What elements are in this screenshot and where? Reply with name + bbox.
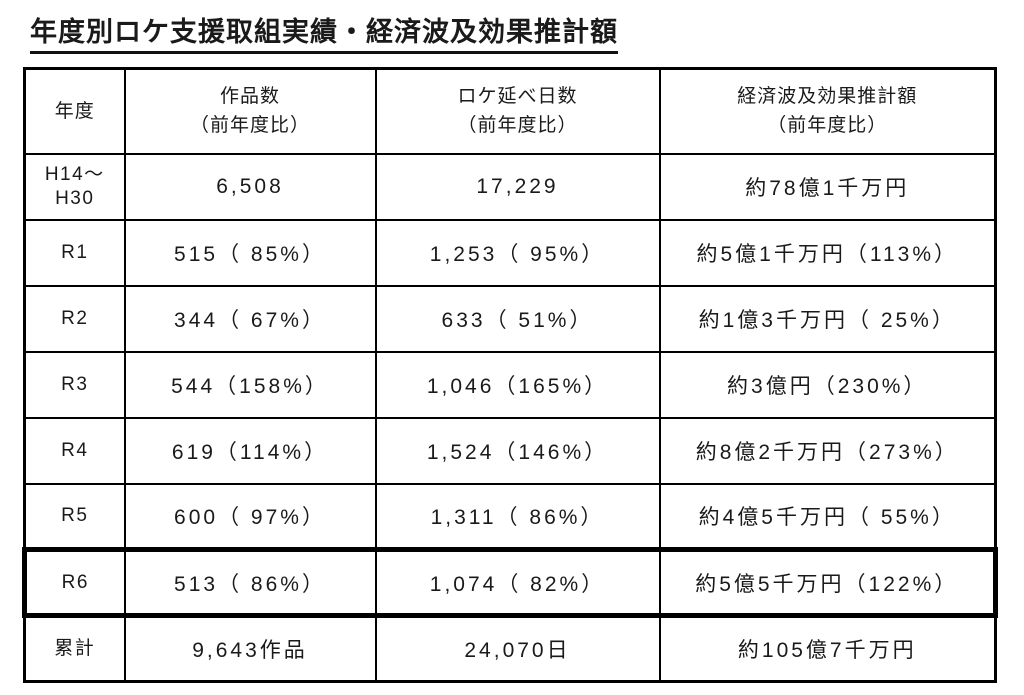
economic-cell: 約4億5千万円（ 55%） <box>658 482 997 551</box>
economic-cell: 約8億2千万円（273%） <box>658 416 997 485</box>
works-cell: 344（ 67%） <box>123 284 377 353</box>
economic-cell: 約5億5千万円（122%） <box>658 547 998 618</box>
header-cell-year: 年度 <box>23 67 126 155</box>
days-cell: 1,524（146%） <box>374 416 661 485</box>
year-cell: R6 <box>22 547 126 618</box>
year-cell: R3 <box>23 350 126 419</box>
header-cell-economic-effect: 経済波及効果推計額 （前年度比） <box>658 67 997 155</box>
works-cell: 619（114%） <box>123 416 377 485</box>
days-cell: 633（ 51%） <box>374 284 661 353</box>
days-cell: 1,311（ 86%） <box>374 482 661 551</box>
table-row-total: 累計 9,643作品 24,070日 約105億7千万円 <box>23 614 997 683</box>
economic-cell: 約78億1千万円 <box>658 152 997 221</box>
table-row-r4: R4 619（114%） 1,524（146%） 約8億2千万円（273%） <box>23 416 997 485</box>
days-cell: 17,229 <box>374 152 661 221</box>
economic-cell: 約3億円（230%） <box>658 350 997 419</box>
table-row-r2: R2 344（ 67%） 633（ 51%） 約1億3千万円（ 25%） <box>23 284 997 353</box>
table-row-h14-h30: H14～ H30 6,508 17,229 約78億1千万円 <box>23 152 997 221</box>
economic-cell: 約105億7千万円 <box>658 614 997 683</box>
page-title: 年度別ロケ支援取組実績・経済波及効果推計額 <box>30 10 618 54</box>
table-row-r6-highlighted: R6 513（ 86%） 1,074（ 82%） 約5億5千万円（122%） <box>22 547 998 618</box>
year-cell: H14～ H30 <box>23 152 126 221</box>
days-cell: 1,074（ 82%） <box>374 547 661 618</box>
days-cell: 1,046（165%） <box>374 350 661 419</box>
days-cell: 24,070日 <box>374 614 661 683</box>
works-cell: 544（158%） <box>123 350 377 419</box>
economic-cell: 約1億3千万円（ 25%） <box>658 284 997 353</box>
works-cell: 513（ 86%） <box>123 547 377 618</box>
page-title-text: 年度別ロケ支援取組実績・経済波及効果推計額 <box>30 10 618 54</box>
table-row-r3: R3 544（158%） 1,046（165%） 約3億円（230%） <box>23 350 997 419</box>
table-row-r1: R1 515（ 85%） 1,253（ 95%） 約5億1千万円（113%） <box>23 218 997 287</box>
days-cell: 1,253（ 95%） <box>374 218 661 287</box>
year-cell: R1 <box>23 218 126 287</box>
year-cell: R5 <box>23 482 126 551</box>
works-cell: 6,508 <box>123 152 377 221</box>
works-cell: 9,643作品 <box>123 614 377 683</box>
works-cell: 600（ 97%） <box>123 482 377 551</box>
year-cell: R2 <box>23 284 126 353</box>
year-cell: R4 <box>23 416 126 485</box>
location-support-stats-table: 年度 作品数 （前年度比） ロケ延べ日数 （前年度比） 経済波及効果推計額 （前… <box>22 67 998 683</box>
header-cell-location-days: ロケ延べ日数 （前年度比） <box>374 67 661 155</box>
works-cell: 515（ 85%） <box>123 218 377 287</box>
header-row: 年度 作品数 （前年度比） ロケ延べ日数 （前年度比） 経済波及効果推計額 （前… <box>23 67 997 155</box>
table-row-r5: R5 600（ 97%） 1,311（ 86%） 約4億5千万円（ 55%） <box>23 482 997 551</box>
year-cell: 累計 <box>23 614 126 683</box>
economic-cell: 約5億1千万円（113%） <box>658 218 997 287</box>
header-cell-works: 作品数 （前年度比） <box>123 67 377 155</box>
